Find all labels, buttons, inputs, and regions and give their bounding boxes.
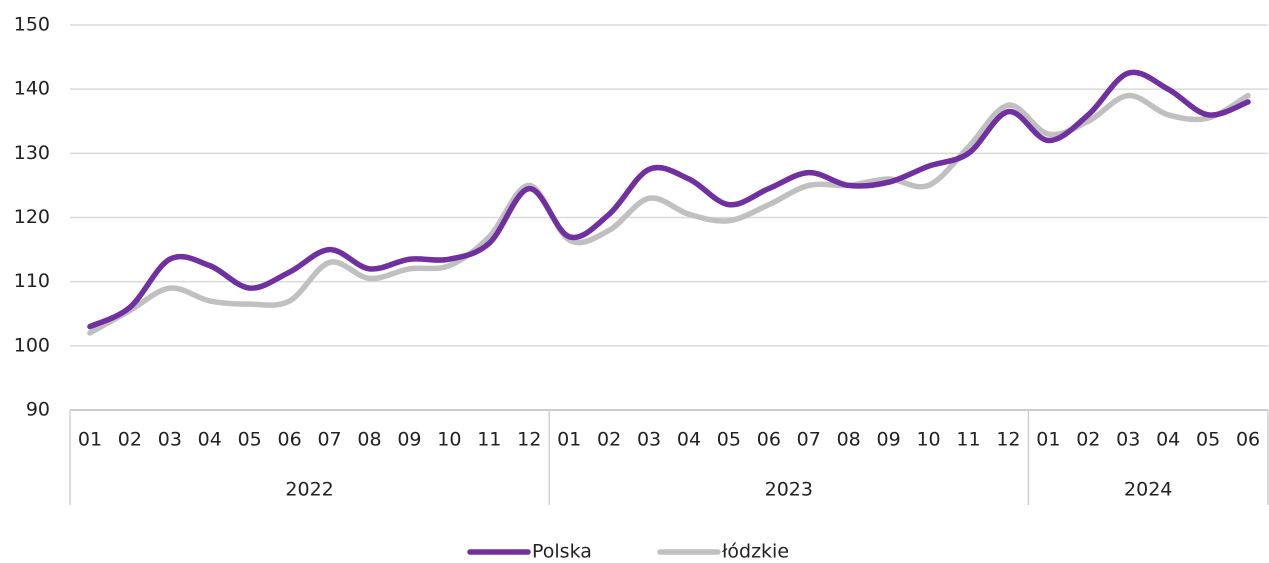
x-tick-label: 03 <box>158 429 182 451</box>
x-tick-label: 01 <box>557 429 581 451</box>
x-tick-label: 12 <box>517 429 541 451</box>
y-tick-label: 100 <box>14 334 50 356</box>
x-tick-label: 11 <box>477 429 501 451</box>
x-tick-label: 04 <box>1156 429 1180 451</box>
y-tick-label: 140 <box>14 78 50 100</box>
x-tick-label: 10 <box>916 429 940 451</box>
x-tick-label: 06 <box>1236 429 1260 451</box>
x-group-label: 2022 <box>285 479 333 501</box>
y-tick-label: 120 <box>14 206 50 228</box>
x-tick-label: 11 <box>956 429 980 451</box>
x-tick-label: 10 <box>437 429 461 451</box>
series-line <box>87 92 1251 336</box>
x-tick-label: 04 <box>677 429 701 451</box>
x-tick-label: 02 <box>597 429 621 451</box>
x-tick-label: 08 <box>357 429 381 451</box>
y-tick-label: 150 <box>14 14 50 36</box>
x-tick-label: 09 <box>877 429 901 451</box>
legend-label: Polska <box>532 541 592 563</box>
y-tick-label: 90 <box>26 399 50 421</box>
x-tick-label: 01 <box>1036 429 1060 451</box>
legend-label: łódzkie <box>722 541 789 563</box>
x-tick-label: 12 <box>996 429 1020 451</box>
x-tick-label: 04 <box>198 429 222 451</box>
x-tick-label: 05 <box>238 429 262 451</box>
y-tick-label: 110 <box>14 270 50 292</box>
x-tick-label: 01 <box>78 429 102 451</box>
x-tick-label: 07 <box>797 429 821 451</box>
x-tick-label: 09 <box>397 429 421 451</box>
x-tick-label: 06 <box>757 429 781 451</box>
x-group-label: 2024 <box>1124 479 1172 501</box>
x-tick-label: 07 <box>317 429 341 451</box>
x-tick-label: 08 <box>837 429 861 451</box>
x-tick-label: 03 <box>637 429 661 451</box>
x-tick-label: 02 <box>118 429 142 451</box>
x-tick-label: 03 <box>1116 429 1140 451</box>
x-tick-label: 05 <box>717 429 741 451</box>
y-tick-label: 130 <box>14 142 50 164</box>
x-tick-label: 05 <box>1196 429 1220 451</box>
x-tick-label: 02 <box>1076 429 1100 451</box>
x-group-label: 2023 <box>765 479 813 501</box>
x-tick-label: 06 <box>278 429 302 451</box>
series-line <box>87 69 1251 330</box>
